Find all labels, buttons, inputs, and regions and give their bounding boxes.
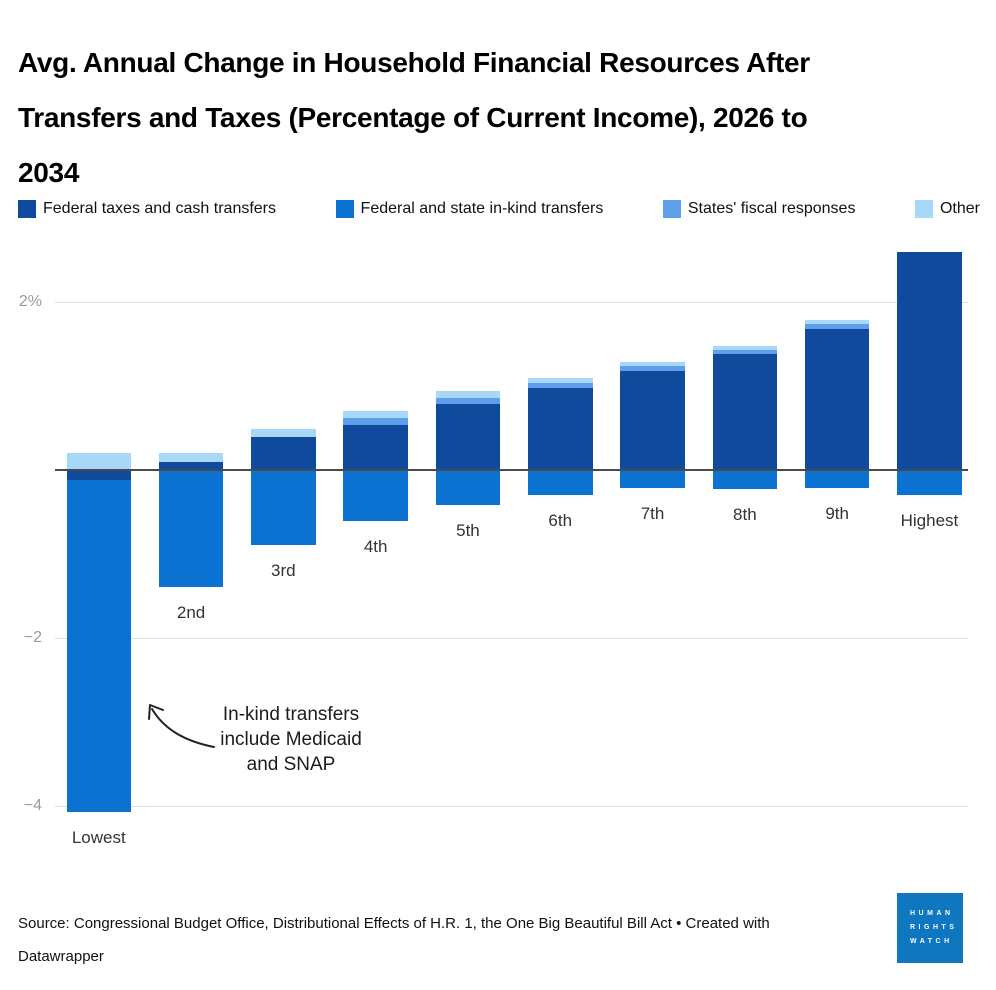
- gridline-2%: [55, 301, 968, 303]
- bar-8th-in-kind: [712, 470, 778, 490]
- legend-item-label: Federal and state in-kind transfers: [360, 200, 604, 217]
- bar-8th-states-fiscal: [712, 349, 778, 355]
- annotation-line-3: and SNAP: [246, 754, 336, 775]
- legend-item-label: States' fiscal responses: [687, 200, 856, 217]
- bar-highest-fed-taxes-cash: [897, 251, 962, 470]
- legend-swatch-icon: [18, 200, 36, 218]
- legend-item-states-fiscal: States' fiscal responses: [662, 200, 856, 218]
- y-tick-label: 2%: [18, 293, 42, 310]
- x-tick-label-5th: 5th: [456, 521, 480, 541]
- x-tick-label-7th: 7th: [640, 503, 665, 523]
- bar-2nd-fed-taxes-cash: [158, 461, 224, 470]
- bar-9th-other: [804, 319, 870, 324]
- y-tick-label: −4: [23, 797, 42, 814]
- legend-swatch-icon: [914, 200, 933, 218]
- bar-5th-other: [435, 391, 501, 398]
- bar-4th-in-kind: [343, 470, 408, 522]
- x-tick-label-lowest: Lowest: [71, 827, 126, 847]
- legend-item-in-kind: Federal and state in-kind transfers: [335, 200, 604, 218]
- bar-3rd-other: [251, 428, 316, 438]
- bar-8th-fed-taxes-cash: [712, 354, 778, 470]
- source-line-2: Datawrapper: [18, 948, 104, 965]
- bar-7th-other: [620, 361, 685, 366]
- bar-4th-states-fiscal: [343, 417, 408, 425]
- logo-line-2: RIGHTS: [910, 924, 958, 931]
- legend-swatch-icon: [662, 200, 681, 218]
- bar-6th-in-kind: [528, 470, 593, 496]
- gridline-−4: [55, 805, 968, 807]
- annotation-line-1: In-kind transfers: [222, 704, 360, 725]
- bar-6th-fed-taxes-cash: [528, 387, 593, 470]
- bar-5th-in-kind: [435, 470, 501, 506]
- chart-title: Avg. Annual Change in Household Financia…: [18, 35, 982, 200]
- bar-7th-states-fiscal: [620, 365, 685, 371]
- logo-line-3: WATCH: [910, 938, 953, 945]
- legend-swatch-icon: [335, 200, 354, 218]
- bar-9th-fed-taxes-cash: [804, 328, 870, 470]
- bar-3rd-fed-taxes-cash: [251, 437, 316, 470]
- gridline-−2: [55, 637, 968, 639]
- bar-7th-fed-taxes-cash: [620, 370, 685, 470]
- x-tick-label-8th: 8th: [733, 505, 757, 525]
- bar-lowest-other: [66, 453, 131, 470]
- bar-lowest-fed-taxes-cash: [66, 470, 131, 481]
- bar-4th-other: [343, 411, 408, 418]
- y-tick-label: −2: [23, 629, 42, 646]
- x-tick-label-highest: Highest: [900, 511, 959, 531]
- title-line-1: Avg. Annual Change in Household Financia…: [18, 46, 810, 78]
- bar-5th-fed-taxes-cash: [435, 403, 501, 470]
- annotation-text: In-kind transfers include Medicaid and SNA…: [186, 702, 396, 777]
- bar-2nd-in-kind: [158, 470, 224, 587]
- legend-item-fed-taxes-cash: Federal taxes and cash transfers: [18, 200, 276, 218]
- x-tick-label-6th: 6th: [548, 511, 573, 531]
- bar-6th-states-fiscal: [528, 383, 593, 388]
- source-line-1: Source: Congressional Budget Office, Dis…: [18, 915, 770, 932]
- legend: Federal taxes and cash transfers Federal …: [18, 198, 980, 220]
- x-tick-label-4th: 4th: [363, 537, 388, 557]
- bar-9th-in-kind: [804, 470, 870, 488]
- bar-4th-fed-taxes-cash: [343, 424, 408, 470]
- bar-5th-states-fiscal: [435, 397, 501, 404]
- bar-7th-in-kind: [620, 470, 685, 488]
- annotation-line-2: include Medicaid: [220, 729, 362, 750]
- bar-6th-other: [528, 378, 593, 384]
- legend-item-other: Other: [914, 200, 980, 218]
- hrw-logo: HUMAN RIGHTS WATCH: [897, 893, 963, 963]
- bar-3rd-in-kind: [251, 470, 316, 545]
- bar-8th-other: [712, 345, 778, 350]
- bar-highest-in-kind: [897, 470, 962, 496]
- bar-lowest-in-kind: [66, 480, 131, 812]
- zero-baseline: [55, 469, 968, 471]
- title-line-3: 2034: [18, 156, 80, 188]
- x-tick-label-3rd: 3rd: [271, 560, 296, 580]
- legend-item-label: Federal taxes and cash transfers: [43, 200, 277, 217]
- bar-2nd-other: [158, 453, 224, 462]
- legend-item-label: Other: [939, 200, 980, 217]
- x-tick-label-9th: 9th: [825, 503, 849, 523]
- title-line-2: Transfers and Taxes (Percentage of Curre…: [18, 101, 808, 133]
- bar-9th-states-fiscal: [804, 323, 870, 329]
- source-note: Source: Congressional Budget Office, Dis…: [18, 907, 878, 973]
- x-tick-label-2nd: 2nd: [176, 602, 206, 622]
- chart-area: In-kind transfers include Medicaid and SNA…: [0, 240, 996, 890]
- logo-line-1: HUMAN: [910, 910, 954, 917]
